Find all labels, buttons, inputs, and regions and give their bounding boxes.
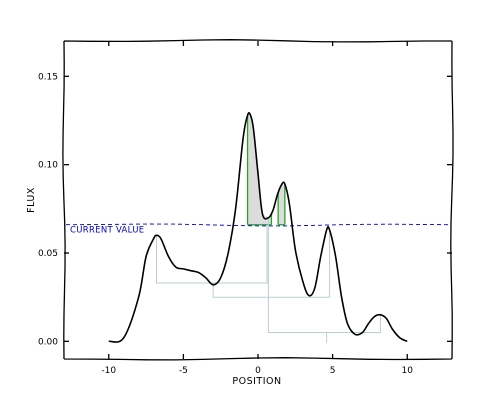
highlight-region-fill [278,184,285,225]
current-value-line [65,223,451,227]
x-tick-label: 5 [330,366,336,376]
x-axis-label: POSITION [232,376,281,387]
current-value-line-group: CURRENT VALUE [65,223,451,236]
y-tick-label: 0.10 [38,161,58,171]
dendrogram-bracket [156,224,268,284]
series-group [108,112,408,343]
x-tick-label: -10 [101,366,116,376]
x-axis-ticks: -10 -5 0 5 10 [101,41,413,376]
plot-frame [62,39,454,361]
current-value-label: CURRENT VALUE [70,226,144,236]
dendrogram-lines [156,217,381,344]
dendrogram-bracket [267,217,381,333]
highlight-regions [246,115,286,226]
y-axis-label: FLUX [26,187,37,213]
y-tick-label: 0.05 [38,249,58,259]
x-tick-label: 0 [255,366,261,376]
dendrogram-bracket [212,230,331,298]
series-line-flux [108,112,408,343]
y-tick-label: 0.00 [38,337,58,347]
y-axis-ticks: 0.00 0.05 0.10 0.15 [38,72,452,347]
highlight-region-fill [247,115,272,225]
x-tick-label: 10 [402,366,414,376]
x-tick-label: -5 [179,366,188,376]
y-tick-label: 0.15 [38,72,58,82]
